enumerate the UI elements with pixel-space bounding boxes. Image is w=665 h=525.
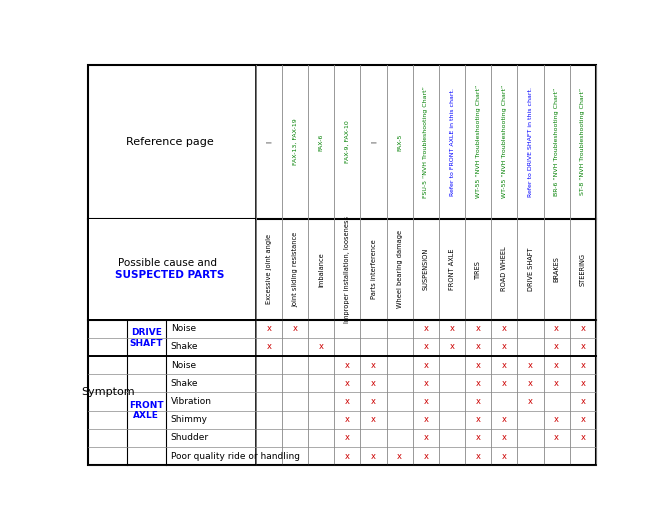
Text: SUSPECTED PARTS: SUSPECTED PARTS bbox=[115, 270, 224, 280]
Text: x: x bbox=[293, 324, 297, 333]
Text: x: x bbox=[345, 379, 350, 388]
Text: x: x bbox=[502, 324, 507, 333]
Text: Shimmy: Shimmy bbox=[171, 415, 207, 424]
Text: Refer to DRIVE SHAFT in this chart.: Refer to DRIVE SHAFT in this chart. bbox=[528, 87, 533, 197]
Text: FAX-5: FAX-5 bbox=[397, 133, 402, 151]
Text: Reference page: Reference page bbox=[126, 137, 213, 147]
Text: Noise: Noise bbox=[171, 324, 196, 333]
Text: ROAD WHEEL: ROAD WHEEL bbox=[501, 247, 507, 291]
Text: Joint sliding resistance: Joint sliding resistance bbox=[292, 232, 298, 307]
Text: x: x bbox=[502, 361, 507, 370]
Text: x: x bbox=[475, 415, 481, 424]
Text: x: x bbox=[345, 452, 350, 460]
Text: x: x bbox=[424, 379, 428, 388]
Text: x: x bbox=[475, 324, 481, 333]
Text: x: x bbox=[267, 342, 271, 351]
Text: x: x bbox=[475, 452, 481, 460]
Text: x: x bbox=[554, 324, 559, 333]
Text: FSU-5 “NVH Troubleshooting Chart”: FSU-5 “NVH Troubleshooting Chart” bbox=[424, 86, 428, 198]
Text: Parts interference: Parts interference bbox=[370, 239, 376, 299]
Text: x: x bbox=[581, 434, 585, 443]
Text: Shake: Shake bbox=[171, 342, 198, 351]
Text: x: x bbox=[371, 379, 376, 388]
Text: WT-55 “NVH Troubleshooting Chart”: WT-55 “NVH Troubleshooting Chart” bbox=[475, 85, 481, 198]
Text: x: x bbox=[502, 415, 507, 424]
Text: WT-55 “NVH Troubleshooting Chart”: WT-55 “NVH Troubleshooting Chart” bbox=[502, 85, 507, 198]
Text: DRIVE SHAFT: DRIVE SHAFT bbox=[527, 247, 533, 291]
Text: Imbalance: Imbalance bbox=[318, 252, 325, 287]
Text: x: x bbox=[581, 361, 585, 370]
Text: x: x bbox=[475, 379, 481, 388]
Text: BRAKES: BRAKES bbox=[554, 256, 560, 282]
Text: Possible cause and: Possible cause and bbox=[118, 258, 221, 268]
Text: FRONT AXLE: FRONT AXLE bbox=[449, 248, 455, 290]
Text: SUSPENSION: SUSPENSION bbox=[423, 248, 429, 290]
Text: x: x bbox=[554, 379, 559, 388]
Text: FAX-9, FAX-10: FAX-9, FAX-10 bbox=[345, 120, 350, 163]
Text: x: x bbox=[554, 434, 559, 443]
Text: x: x bbox=[581, 397, 585, 406]
Text: BR-6 “NVH Troubleshooting Chart”: BR-6 “NVH Troubleshooting Chart” bbox=[554, 88, 559, 196]
Text: x: x bbox=[502, 434, 507, 443]
Text: x: x bbox=[345, 397, 350, 406]
Text: Shake: Shake bbox=[171, 379, 198, 388]
Text: x: x bbox=[502, 452, 507, 460]
Text: x: x bbox=[475, 434, 481, 443]
Text: x: x bbox=[528, 379, 533, 388]
Text: |: | bbox=[371, 141, 376, 143]
Text: x: x bbox=[554, 342, 559, 351]
Text: x: x bbox=[502, 342, 507, 351]
Text: x: x bbox=[554, 415, 559, 424]
Text: FRONT
AXLE: FRONT AXLE bbox=[129, 401, 164, 421]
Text: TIRES: TIRES bbox=[475, 260, 481, 279]
Text: x: x bbox=[450, 342, 454, 351]
Text: Vibration: Vibration bbox=[171, 397, 211, 406]
Text: x: x bbox=[424, 452, 428, 460]
Text: x: x bbox=[502, 379, 507, 388]
Text: ST-8 “NVH Troubleshooting Chart”: ST-8 “NVH Troubleshooting Chart” bbox=[581, 88, 585, 195]
Text: x: x bbox=[450, 324, 454, 333]
Text: Symptom: Symptom bbox=[80, 387, 134, 397]
Text: DRIVE
SHAFT: DRIVE SHAFT bbox=[130, 328, 163, 348]
Text: x: x bbox=[424, 397, 428, 406]
Text: x: x bbox=[581, 379, 585, 388]
Text: Poor quality ride or handling: Poor quality ride or handling bbox=[171, 452, 300, 460]
Text: x: x bbox=[475, 397, 481, 406]
Text: x: x bbox=[424, 415, 428, 424]
Text: |: | bbox=[266, 141, 271, 143]
Text: Improper installation, looseness: Improper installation, looseness bbox=[344, 216, 350, 323]
Text: x: x bbox=[424, 361, 428, 370]
Text: Noise: Noise bbox=[171, 361, 196, 370]
Text: x: x bbox=[397, 452, 402, 460]
Text: x: x bbox=[581, 415, 585, 424]
Text: x: x bbox=[371, 452, 376, 460]
Text: x: x bbox=[475, 361, 481, 370]
Text: x: x bbox=[267, 324, 271, 333]
Text: x: x bbox=[424, 324, 428, 333]
Text: x: x bbox=[371, 415, 376, 424]
Text: x: x bbox=[581, 342, 585, 351]
Text: FAX-13, FAX-19: FAX-13, FAX-19 bbox=[293, 119, 297, 165]
Text: x: x bbox=[581, 324, 585, 333]
Text: x: x bbox=[319, 342, 324, 351]
Text: x: x bbox=[424, 342, 428, 351]
Text: STEERING: STEERING bbox=[580, 253, 586, 286]
Text: x: x bbox=[345, 434, 350, 443]
Text: x: x bbox=[528, 361, 533, 370]
Text: x: x bbox=[345, 415, 350, 424]
Text: x: x bbox=[528, 397, 533, 406]
Text: x: x bbox=[371, 397, 376, 406]
Text: Excessive joint angle: Excessive joint angle bbox=[266, 234, 272, 304]
Text: Shudder: Shudder bbox=[171, 434, 209, 443]
Bar bbox=[89, 219, 255, 319]
Text: x: x bbox=[475, 342, 481, 351]
Text: Refer to FRONT AXLE in this chart.: Refer to FRONT AXLE in this chart. bbox=[450, 88, 454, 196]
Text: x: x bbox=[424, 434, 428, 443]
Text: x: x bbox=[554, 361, 559, 370]
Text: x: x bbox=[371, 361, 376, 370]
Text: Wheel bearing damage: Wheel bearing damage bbox=[397, 230, 403, 308]
Text: FAX-6: FAX-6 bbox=[319, 133, 324, 151]
Text: x: x bbox=[345, 361, 350, 370]
